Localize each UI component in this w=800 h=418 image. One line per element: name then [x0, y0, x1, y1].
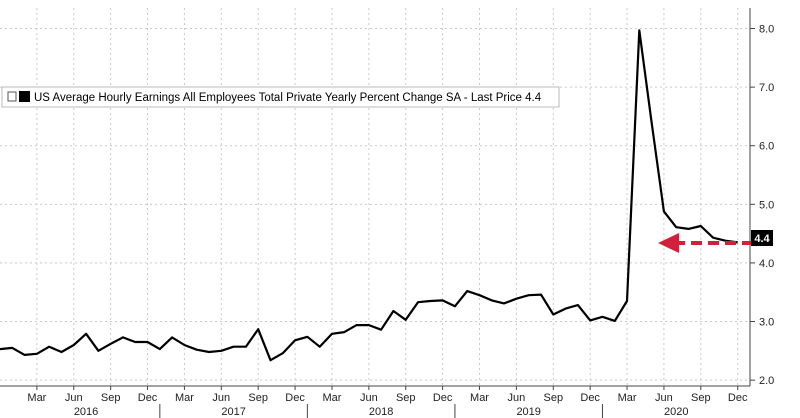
- last-price-tag: 4.4: [751, 230, 773, 246]
- x-tick-label: Jun: [508, 392, 526, 404]
- y-tick-label: 6.0: [759, 141, 774, 153]
- y-tick-label: 4.0: [759, 258, 774, 270]
- x-tick-label: Sep: [101, 392, 121, 404]
- x-tick-label: Mar: [618, 392, 637, 404]
- arrow-head-icon: [658, 233, 679, 253]
- legend: US Average Hourly Earnings All Employees…: [1, 86, 560, 108]
- y-tick-label: 8.0: [759, 24, 774, 36]
- x-tick-label: Jun: [212, 392, 230, 404]
- x-tick-label: Jun: [65, 392, 83, 404]
- x-tick-label: Sep: [396, 392, 416, 404]
- legend-box: [1, 86, 560, 108]
- x-tick-label: Dec: [433, 392, 453, 404]
- x-tick-label: Dec: [580, 392, 600, 404]
- x-tick-label: Mar: [322, 392, 341, 404]
- y-tick-label: 3.0: [759, 317, 774, 329]
- year-label: 2020: [664, 406, 688, 418]
- x-tick-label: Jun: [360, 392, 378, 404]
- legend-toggle-icon[interactable]: [7, 91, 17, 102]
- legend-swatch: [19, 91, 30, 102]
- series-line: [0, 29, 738, 362]
- x-tick-label: Mar: [27, 392, 46, 404]
- y-tick-label: 2.0: [759, 375, 774, 387]
- year-label: 2019: [516, 406, 540, 418]
- year-label: 2018: [369, 406, 393, 418]
- y-tick-label: 7.0: [759, 82, 774, 94]
- year-label: 2017: [221, 406, 245, 418]
- x-tick-label: Sep: [248, 392, 268, 404]
- x-tick-label: Mar: [175, 392, 194, 404]
- last-price-box: [751, 230, 773, 246]
- series-layer: [0, 29, 738, 362]
- x-tick-label: Sep: [691, 392, 711, 404]
- x-tick-label: Jun: [655, 392, 673, 404]
- x-tick-label: Dec: [285, 392, 305, 404]
- x-tick-label: Sep: [543, 392, 563, 404]
- year-label: 2016: [74, 406, 98, 418]
- last-price-value: 4.4: [754, 233, 770, 245]
- y-tick-label: 5.0: [759, 199, 774, 211]
- x-tick-label: Dec: [138, 392, 158, 404]
- x-tick-label: Mar: [470, 392, 489, 404]
- x-tick-label: Dec: [728, 392, 748, 404]
- axes: 2.0 3.0 4.0 5.0 6.0 7.0 8.0 Mar Jun Sep Dec Mar Jun S…: [0, 8, 774, 418]
- annotation-arrow: [658, 233, 753, 253]
- legend-label: US Average Hourly Earnings All Employees…: [34, 92, 542, 104]
